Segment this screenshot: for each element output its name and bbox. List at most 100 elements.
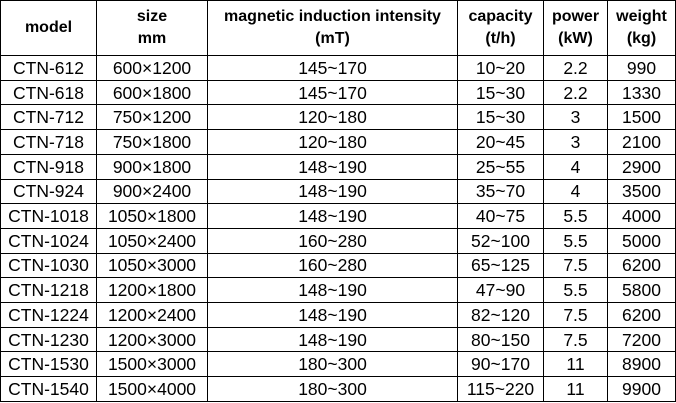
cell-magnetic-induction: 180~300 xyxy=(207,351,458,378)
cell-power: 7.5 xyxy=(543,326,608,353)
cell-model: CTN-1024 xyxy=(0,227,97,254)
cell-power: 3 xyxy=(543,104,608,131)
cell-power: 4 xyxy=(543,153,608,180)
cell-weight: 990 xyxy=(607,55,676,81)
cell-power: 2.2 xyxy=(543,55,608,81)
table-row: CTN-1218 1200×1800 148~190 47~90 5.5 580… xyxy=(0,277,676,304)
table-row: CTN-1530 1500×3000 180~300 90~170 11 890… xyxy=(0,351,676,378)
cell-magnetic-induction: 145~170 xyxy=(207,55,458,81)
table-row: CTN-918 900×1800 148~190 25~55 4 2900 xyxy=(0,153,676,180)
spec-table-body: CTN-612 600×1200 145~170 10~20 2.2 990 C… xyxy=(0,55,676,402)
cell-power: 4 xyxy=(543,178,608,205)
cell-model: CTN-712 xyxy=(0,104,97,131)
cell-model: CTN-1218 xyxy=(0,277,97,304)
cell-magnetic-induction: 160~280 xyxy=(207,252,458,279)
cell-model: CTN-1224 xyxy=(0,302,97,328)
cell-capacity: 10~20 xyxy=(457,55,544,81)
cell-weight: 4000 xyxy=(607,203,676,229)
table-row: CTN-1224 1200×2400 148~190 82~120 7.5 62… xyxy=(0,302,676,328)
cell-magnetic-induction: 148~190 xyxy=(207,153,458,180)
cell-magnetic-induction: 180~300 xyxy=(207,376,458,402)
cell-capacity: 52~100 xyxy=(457,227,544,254)
cell-size: 1200×2400 xyxy=(96,302,208,328)
header-power-label: power xyxy=(551,8,600,25)
cell-magnetic-induction: 148~190 xyxy=(207,178,458,205)
cell-weight: 5000 xyxy=(607,227,676,254)
cell-size: 1200×3000 xyxy=(96,326,208,353)
cell-model: CTN-1540 xyxy=(0,376,97,402)
cell-power: 11 xyxy=(543,351,608,378)
cell-weight: 9900 xyxy=(607,376,676,402)
cell-capacity: 35~70 xyxy=(457,178,544,205)
cell-weight: 7200 xyxy=(607,326,676,353)
header-size: size mm xyxy=(96,0,208,56)
cell-weight: 5800 xyxy=(607,277,676,304)
cell-size: 750×1200 xyxy=(96,104,208,131)
cell-magnetic-induction: 120~180 xyxy=(207,104,458,131)
cell-model: CTN-612 xyxy=(0,55,97,81)
cell-capacity: 40~75 xyxy=(457,203,544,229)
cell-capacity: 20~45 xyxy=(457,129,544,155)
header-capacity: capacity (t/h) xyxy=(457,0,544,56)
cell-power: 7.5 xyxy=(543,302,608,328)
table-row: CTN-618 600×1800 145~170 15~30 2.2 1330 xyxy=(0,79,676,106)
cell-power: 7.5 xyxy=(543,252,608,279)
table-row: CTN-924 900×2400 148~190 35~70 4 3500 xyxy=(0,178,676,205)
cell-size: 600×1200 xyxy=(96,55,208,81)
cell-size: 750×1800 xyxy=(96,129,208,155)
header-power-unit: (kW) xyxy=(558,30,593,47)
cell-capacity: 25~55 xyxy=(457,153,544,180)
cell-model: CTN-1230 xyxy=(0,326,97,353)
header-weight-label: weight xyxy=(616,8,667,25)
table-row: CTN-718 750×1800 120~180 20~45 3 2100 xyxy=(0,129,676,155)
header-power: power (kW) xyxy=(543,0,608,56)
cell-weight: 3500 xyxy=(607,178,676,205)
cell-capacity: 82~120 xyxy=(457,302,544,328)
cell-size: 900×1800 xyxy=(96,153,208,180)
header-size-label: size xyxy=(136,8,168,25)
header-model-label: model xyxy=(24,19,73,36)
cell-capacity: 80~150 xyxy=(457,326,544,353)
cell-power: 2.2 xyxy=(543,79,608,106)
table-row: CTN-1540 1500×4000 180~300 115~220 11 99… xyxy=(0,376,676,402)
table-row: CTN-1030 1050×3000 160~280 65~125 7.5 62… xyxy=(0,252,676,279)
cell-capacity: 15~30 xyxy=(457,104,544,131)
cell-size: 1050×2400 xyxy=(96,227,208,254)
header-weight-unit: (kg) xyxy=(626,30,657,47)
cell-size: 900×2400 xyxy=(96,178,208,205)
cell-power: 3 xyxy=(543,129,608,155)
cell-magnetic-induction: 145~170 xyxy=(207,79,458,106)
cell-model: CTN-718 xyxy=(0,129,97,155)
cell-power: 5.5 xyxy=(543,227,608,254)
cell-power: 5.5 xyxy=(543,277,608,304)
header-row: model size mm magnetic induction intensi… xyxy=(0,0,676,56)
table-row: CTN-1018 1050×1800 148~190 40~75 5.5 400… xyxy=(0,203,676,229)
cell-magnetic-induction: 148~190 xyxy=(207,302,458,328)
cell-magnetic-induction: 160~280 xyxy=(207,227,458,254)
cell-model: CTN-924 xyxy=(0,178,97,205)
cell-power: 11 xyxy=(543,376,608,402)
header-size-unit: mm xyxy=(137,30,167,47)
header-magnetic-induction-unit: (mT) xyxy=(315,30,350,47)
cell-magnetic-induction: 148~190 xyxy=(207,326,458,353)
cell-power: 5.5 xyxy=(543,203,608,229)
header-magnetic-induction: magnetic induction intensity (mT) xyxy=(207,0,458,56)
cell-capacity: 15~30 xyxy=(457,79,544,106)
cell-weight: 6200 xyxy=(607,302,676,328)
cell-size: 1050×1800 xyxy=(96,203,208,229)
cell-model: CTN-918 xyxy=(0,153,97,180)
cell-weight: 8900 xyxy=(607,351,676,378)
cell-weight: 6200 xyxy=(607,252,676,279)
cell-weight: 1330 xyxy=(607,79,676,106)
cell-magnetic-induction: 148~190 xyxy=(207,203,458,229)
header-model: model xyxy=(0,0,97,56)
header-magnetic-induction-label: magnetic induction intensity xyxy=(224,8,441,25)
cell-model: CTN-1018 xyxy=(0,203,97,229)
table-row: CTN-612 600×1200 145~170 10~20 2.2 990 xyxy=(0,55,676,81)
cell-size: 1050×3000 xyxy=(96,252,208,279)
cell-model: CTN-1530 xyxy=(0,351,97,378)
cell-size: 1500×3000 xyxy=(96,351,208,378)
cell-capacity: 115~220 xyxy=(457,376,544,402)
cell-capacity: 65~125 xyxy=(457,252,544,279)
